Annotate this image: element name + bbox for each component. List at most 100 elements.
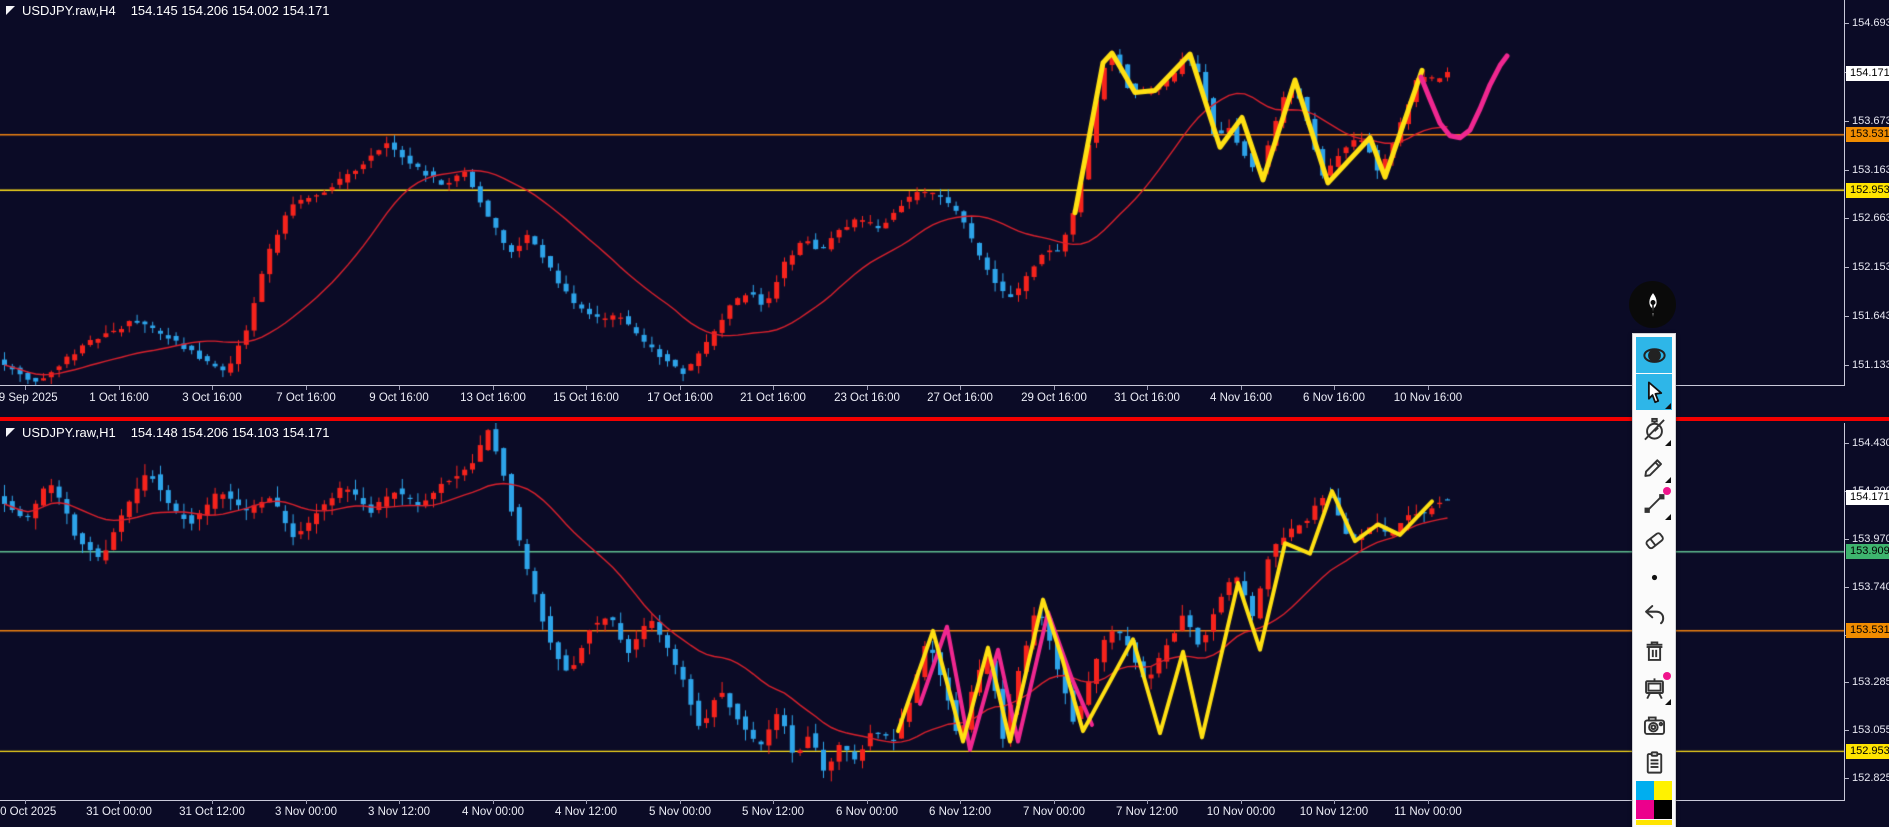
h4-symbol-timeframe: USDJPY.raw,H4 [22,3,116,18]
time-tick-mark [1334,800,1335,804]
price-badge: 153.909 [1846,544,1889,559]
corner-arrow-icon [1665,403,1671,409]
time-tick-mark [119,386,120,390]
time-tick-label: 5 Nov 12:00 [741,806,805,818]
dot-icon [1641,564,1668,591]
chart-marker-icon [6,428,15,437]
h4-price-axis[interactable]: 154.693154.183153.673153.163152.663152.1… [1844,0,1889,386]
price-tick-label: 151.643 [1852,310,1889,322]
price-badge: 152.953 [1846,744,1889,759]
time-tick-mark [25,800,26,804]
eye-icon [1641,342,1668,369]
toolbar-button-cursor[interactable] [1636,374,1672,410]
toolbar-button-eraser[interactable] [1636,522,1672,558]
time-tick-label: 1 Oct 16:00 [89,392,149,404]
undo-icon [1641,601,1668,628]
time-tick-mark [1428,386,1429,390]
time-tick-mark [399,800,400,804]
time-tick-label: 11 Nov 00:00 [1394,806,1462,818]
time-tick-mark [493,800,494,804]
h1-price-axis[interactable]: 154.430154.200153.970153.740153.510153.2… [1844,423,1889,800]
time-tick-mark [306,386,307,390]
price-tick-label: 153.163 [1852,164,1889,176]
h1-time-axis[interactable]: 30 Oct 2025 31 Oct 00:00 31 Oct 12:00 3 Nov… [0,800,1844,827]
chart-marker-icon [6,6,15,15]
line-tool-icon [1641,490,1668,517]
time-tick-label: 9 Oct 16:00 [369,392,429,404]
h4-time-axis[interactable]: 29 Sep 2025 1 Oct 16:00 3 Oct 16:00 7 Oct 1… [0,386,1844,417]
time-tick-mark [773,386,774,390]
corner-arrow-icon [1665,440,1671,446]
price-tick-mark [1845,587,1849,588]
price-tick-mark [1845,682,1849,683]
color-swatch-cell[interactable] [1636,800,1654,819]
price-tick-mark [1845,365,1849,366]
time-tick-label: 15 Oct 16:00 [553,392,619,404]
pen-tool-badge[interactable] [1629,281,1676,328]
toolbar-button-board[interactable] [1636,670,1672,706]
color-swatch [1636,781,1672,819]
time-tick-label: 10 Nov 12:00 [1299,806,1369,818]
time-tick-mark [960,800,961,804]
price-tick-mark [1845,443,1849,444]
time-tick-mark [586,800,587,804]
price-tick-mark [1845,23,1849,24]
toolbar-button-line-tool[interactable] [1636,485,1672,521]
time-tick-label: 23 Oct 16:00 [834,392,900,404]
time-tick-label: 10 Nov 16:00 [1393,392,1463,404]
toolbar-button-pencil[interactable] [1636,448,1672,484]
drawing-toolbar [1632,333,1676,827]
price-tick-label: 154.693 [1852,17,1889,29]
toolbar-button-visibility[interactable] [1636,337,1672,373]
toolbar-button-clipboard[interactable] [1636,744,1672,780]
active-color-bar[interactable] [1636,820,1672,825]
h1-ohlc-values: 154.148 154.206 154.103 154.171 [130,425,330,440]
time-tick-label: 3 Oct 16:00 [182,392,242,404]
color-swatch-cell[interactable] [1636,781,1654,800]
time-tick-label: 3 Nov 12:00 [367,806,431,818]
price-tick-label: 153.740 [1852,581,1889,593]
corner-arrow-icon [1665,514,1671,520]
h4-chart-canvas[interactable] [0,0,1844,386]
h1-symbol-timeframe: USDJPY.raw,H1 [22,425,116,440]
toolbar-button-delete[interactable] [1636,633,1672,669]
time-tick-mark [1428,800,1429,804]
color-swatch-cell[interactable] [1654,781,1672,800]
toolbar-button-undo[interactable] [1636,596,1672,632]
toolbar-button-timer-off[interactable] [1636,411,1672,447]
price-tick-label: 153.970 [1852,533,1889,545]
time-tick-mark [212,386,213,390]
price-tick-mark [1845,170,1849,171]
time-tick-label: 27 Oct 16:00 [927,392,993,404]
price-badge: 152.953 [1846,183,1889,198]
price-tick-mark [1845,539,1849,540]
price-tick-mark [1845,316,1849,317]
time-tick-label: 29 Sep 2025 [0,392,58,404]
color-swatch-cell[interactable] [1654,800,1672,819]
time-tick-label: 4 Nov 12:00 [554,806,618,818]
h1-chart-title: USDJPY.raw,H1 154.148 154.206 154.103 15… [6,425,330,440]
toolbar-button-point[interactable] [1636,559,1672,595]
time-tick-label: 7 Nov 00:00 [1022,806,1086,818]
camera-icon [1641,712,1668,739]
time-tick-mark [680,800,681,804]
h4-chart-title: USDJPY.raw,H4 154.145 154.206 154.002 15… [6,3,330,18]
time-tick-mark [680,386,681,390]
time-tick-mark [493,386,494,390]
time-tick-label: 21 Oct 16:00 [740,392,806,404]
time-tick-mark [1334,386,1335,390]
time-tick-label: 7 Nov 12:00 [1115,806,1179,818]
price-tick-mark [1845,778,1849,779]
time-tick-label: 30 Oct 2025 [0,806,57,818]
panel-separator[interactable] [0,417,1889,421]
h1-chart-canvas[interactable] [0,423,1844,800]
toolbar-button-screenshot[interactable] [1636,707,1672,743]
pink-dot-icon [1663,487,1671,495]
time-tick-label: 31 Oct 00:00 [86,806,152,818]
price-tick-label: 151.133 [1852,359,1889,371]
time-tick-label: 31 Oct 16:00 [1114,392,1180,404]
time-tick-mark [306,800,307,804]
easel-icon [1641,675,1668,702]
time-tick-mark [867,386,868,390]
time-tick-mark [1054,800,1055,804]
